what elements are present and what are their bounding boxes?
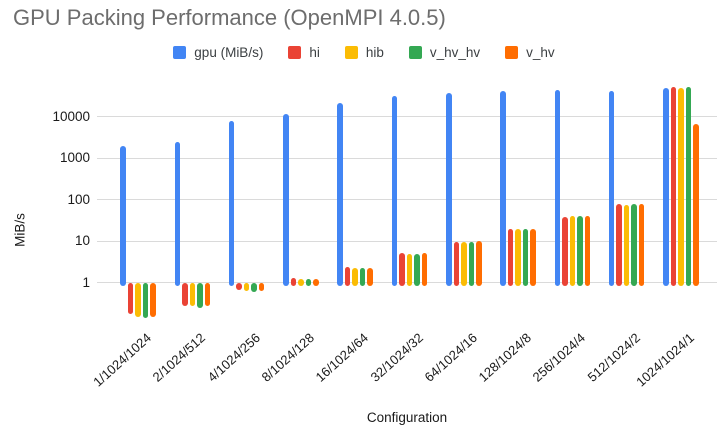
bar xyxy=(367,267,373,286)
bar xyxy=(204,282,211,307)
bar xyxy=(663,88,669,286)
bar xyxy=(522,228,529,286)
bar xyxy=(584,215,591,286)
bar xyxy=(623,204,630,286)
legend-item-v-hv-hv: v_hv_hv xyxy=(408,45,481,60)
legend-label: v_hv xyxy=(526,45,555,60)
bar xyxy=(298,279,304,286)
bar xyxy=(515,228,521,286)
bar xyxy=(120,145,126,286)
bar xyxy=(182,282,188,306)
bar xyxy=(228,121,235,286)
legend-item-v-hv: v_hv xyxy=(505,45,555,60)
bar xyxy=(127,282,134,314)
bar xyxy=(530,228,536,286)
bar xyxy=(150,282,156,317)
bar xyxy=(678,87,684,286)
bar xyxy=(554,89,561,286)
bar xyxy=(290,277,297,286)
bar xyxy=(197,282,203,308)
legend-swatch-icon xyxy=(288,46,302,59)
legend-swatch-icon xyxy=(408,46,422,59)
legend-item-hi: hi xyxy=(288,45,320,60)
bar xyxy=(631,204,637,286)
bar xyxy=(243,282,250,292)
y-axis-title: MiB/s xyxy=(12,213,28,247)
bar xyxy=(693,124,699,286)
y-gridline xyxy=(97,116,717,118)
bar xyxy=(569,216,576,286)
chart-legend: gpu (MiB/s) hi hib v_hv_hv v_hv xyxy=(0,45,728,60)
legend-label: hib xyxy=(365,45,384,60)
y-tick-label: 1 xyxy=(82,274,90,290)
bar xyxy=(577,216,583,286)
legend-item-hib: hib xyxy=(344,45,384,60)
legend-swatch-icon xyxy=(173,46,187,59)
bar xyxy=(344,266,351,286)
bar xyxy=(500,91,506,286)
bar xyxy=(352,268,358,286)
bar xyxy=(305,279,312,286)
x-axis-title: Configuration xyxy=(366,410,448,425)
bar xyxy=(135,282,141,317)
bar xyxy=(507,228,514,286)
y-tick-label: 100 xyxy=(67,191,90,207)
bar xyxy=(399,252,405,286)
bar xyxy=(461,241,467,286)
bar xyxy=(562,217,568,286)
bar xyxy=(414,253,420,286)
bar xyxy=(142,282,149,319)
bar xyxy=(337,103,343,286)
bar xyxy=(476,241,482,286)
y-tick-label: 10 xyxy=(74,233,90,249)
bar xyxy=(236,282,242,291)
legend-item-gpu-mib-s-: gpu (MiB/s) xyxy=(173,45,263,60)
legend-swatch-icon xyxy=(505,46,519,59)
bar xyxy=(453,242,460,286)
bar xyxy=(608,91,615,286)
bar xyxy=(283,114,289,286)
bar xyxy=(406,254,413,286)
legend-label: hi xyxy=(309,45,320,60)
y-tick-label: 10000 xyxy=(52,108,90,124)
legend-swatch-icon xyxy=(344,46,358,59)
bar xyxy=(189,282,196,307)
chart-title: GPU Packing Performance (OpenMPI 4.0.5) xyxy=(13,5,446,30)
legend-label: gpu (MiB/s) xyxy=(194,45,264,60)
bar xyxy=(251,282,257,292)
y-gridline xyxy=(97,199,717,201)
bar xyxy=(670,87,677,286)
bar xyxy=(258,282,265,292)
bar xyxy=(685,86,692,286)
bar xyxy=(391,96,398,286)
bar xyxy=(359,267,366,286)
bar xyxy=(638,203,645,286)
y-gridline xyxy=(97,240,717,242)
legend-label: v_hv_hv xyxy=(429,45,481,60)
y-tick-label: 1000 xyxy=(59,150,90,166)
bar xyxy=(468,241,475,286)
bar xyxy=(446,93,452,286)
bar xyxy=(313,278,319,286)
bar xyxy=(174,141,181,286)
y-gridline xyxy=(97,157,717,159)
bar xyxy=(616,203,622,286)
bar xyxy=(421,253,428,286)
